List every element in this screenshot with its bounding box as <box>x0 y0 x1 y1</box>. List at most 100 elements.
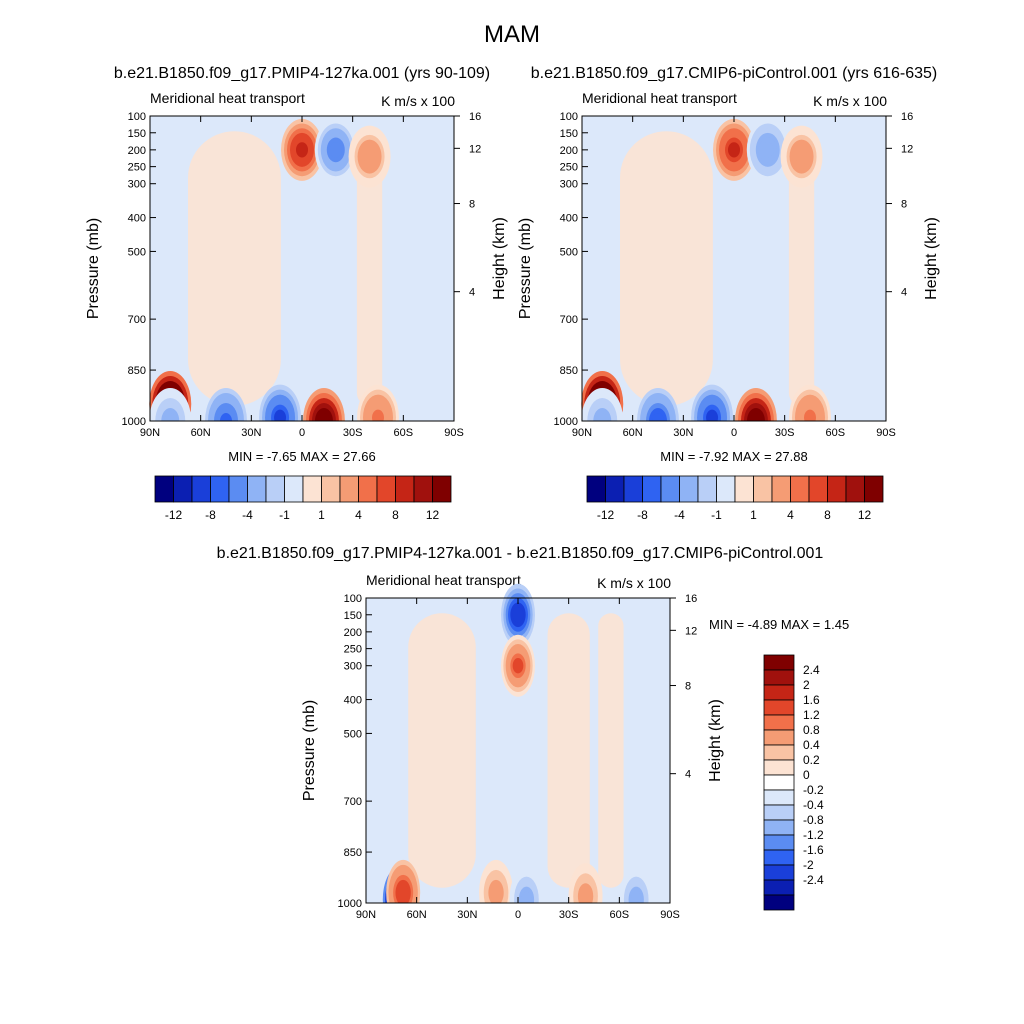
mask-bottom <box>522 421 946 461</box>
colorbar-swatch <box>605 475 625 503</box>
colorbar-swatch <box>302 475 322 503</box>
data-contour <box>795 148 808 165</box>
stats-pmip4: MIN = -7.65 MAX = 27.66 <box>228 449 375 464</box>
y-tick-label: 1000 <box>338 898 362 910</box>
left-label-picontrol: Meridional heat transport <box>582 90 737 106</box>
y-tick-label: 850 <box>344 847 362 859</box>
plot-area-difference: 90N 60N 30N 0 30S 60S 90S 100 150 200 250 300 400 500… <box>301 583 730 943</box>
colorbar-label: -2 <box>803 858 814 872</box>
colorbar-swatch <box>763 714 795 731</box>
y-tick-label: 400 <box>344 695 362 707</box>
y-tick-label: 200 <box>344 627 362 639</box>
colorbar-picontrol: -12 -8 -4 -1 1 4 8 12 <box>586 475 884 522</box>
colorbar-label: -1 <box>711 508 722 522</box>
colorbar-swatch <box>763 894 795 911</box>
y-tick-label: 300 <box>344 661 362 673</box>
colorbar-label: -1 <box>279 508 290 522</box>
y-tick-label: 100 <box>344 593 362 605</box>
colorbar-swatch <box>376 475 396 503</box>
data-contour <box>580 888 591 905</box>
x-tick-label: 60S <box>610 909 630 921</box>
y2-tick-label: 4 <box>469 287 475 299</box>
colorbar-label: 2 <box>803 678 810 692</box>
y-tick-label: 200 <box>560 145 578 157</box>
colorbar-swatch <box>642 475 662 503</box>
colorbar-swatch <box>358 475 378 503</box>
y-tick-label: 1000 <box>122 416 146 428</box>
colorbar-swatch <box>763 684 795 701</box>
colorbar-swatch <box>808 475 828 503</box>
data-contour <box>761 142 774 158</box>
colorbar-swatch <box>265 475 285 503</box>
x-tick-label: 60N <box>623 427 643 439</box>
colorbar-label: 1.2 <box>803 708 820 722</box>
colorbar-label: -12 <box>597 508 615 522</box>
colorbar-swatch <box>339 475 359 503</box>
y2-tick-label: 12 <box>469 143 481 155</box>
y-tick-label: 100 <box>128 111 146 123</box>
y-tick-label: 400 <box>560 213 578 225</box>
data-contour <box>512 607 524 623</box>
weak-band <box>788 131 815 406</box>
weak-band <box>547 613 590 888</box>
colorbar-swatch <box>660 475 680 503</box>
colorbar-label: 1.6 <box>803 693 820 707</box>
colorbar-swatch <box>210 475 230 503</box>
weak-band <box>188 131 281 406</box>
mask-bottom <box>306 903 730 943</box>
colorbar-swatch <box>763 789 795 806</box>
colorbar-swatch <box>763 879 795 896</box>
colorbar-label: -1.6 <box>803 843 824 857</box>
x-tick-label: 30N <box>241 427 261 439</box>
colorbar-swatch <box>763 759 795 776</box>
y2-tick-label: 4 <box>901 287 907 299</box>
colorbar-swatch <box>827 475 847 503</box>
colorbar-label: -2.4 <box>803 873 824 887</box>
colorbar-swatch <box>228 475 248 503</box>
panel-difference: b.e21.B1850.f09_g17.PMIP4-127ka.001 - b.… <box>217 545 849 943</box>
colorbar-label: 12 <box>858 508 872 522</box>
colorbar-swatch <box>284 475 304 503</box>
y-axis-title: Pressure (mb) <box>517 218 534 319</box>
data-contour <box>296 142 308 158</box>
y-tick-label: 850 <box>128 365 146 377</box>
colorbar-label: 1 <box>318 508 325 522</box>
colorbar-label: 0.2 <box>803 753 820 767</box>
y2-axis-title: Height (km) <box>707 699 724 782</box>
x-tick-label: 90N <box>356 909 376 921</box>
y-tick-label: 500 <box>560 246 578 258</box>
colorbar-swatch <box>763 654 795 671</box>
colorbar-swatch <box>734 475 754 503</box>
y-tick-label: 500 <box>344 728 362 740</box>
colorbar-swatch <box>154 475 174 503</box>
colorbar-label: 8 <box>392 508 399 522</box>
colorbar-swatch <box>763 834 795 851</box>
x-tick-label: 90S <box>660 909 680 921</box>
data-contour <box>397 884 409 901</box>
y-tick-label: 250 <box>128 162 146 174</box>
y-tick-label: 700 <box>560 314 578 326</box>
x-tick-label: 0 <box>731 427 737 439</box>
colorbar-label: -0.8 <box>803 813 824 827</box>
colorbar-label: 0 <box>803 768 810 782</box>
y2-tick-label: 4 <box>685 769 691 781</box>
x-tick-label: 60N <box>407 909 427 921</box>
data-contour <box>490 884 502 901</box>
colorbar-swatch <box>191 475 211 503</box>
y2-axis-title: Height (km) <box>491 217 508 300</box>
x-tick-label: 30N <box>457 909 477 921</box>
left-label-difference: Meridional heat transport <box>366 572 521 588</box>
colorbar-swatch <box>763 669 795 686</box>
colorbar-label: -8 <box>205 508 216 522</box>
y-tick-label: 700 <box>128 314 146 326</box>
x-tick-label: 60N <box>191 427 211 439</box>
panel-title-difference: b.e21.B1850.f09_g17.PMIP4-127ka.001 - b.… <box>217 545 824 562</box>
colorbar-swatch <box>173 475 193 503</box>
data-contour <box>728 142 740 158</box>
colorbar-label: -4 <box>674 508 685 522</box>
data-contour <box>363 148 376 165</box>
weak-band <box>598 613 624 888</box>
y-tick-label: 150 <box>344 610 362 622</box>
colorbar-swatch <box>763 774 795 791</box>
stats-difference: MIN = -4.89 MAX = 1.45 <box>709 617 849 632</box>
